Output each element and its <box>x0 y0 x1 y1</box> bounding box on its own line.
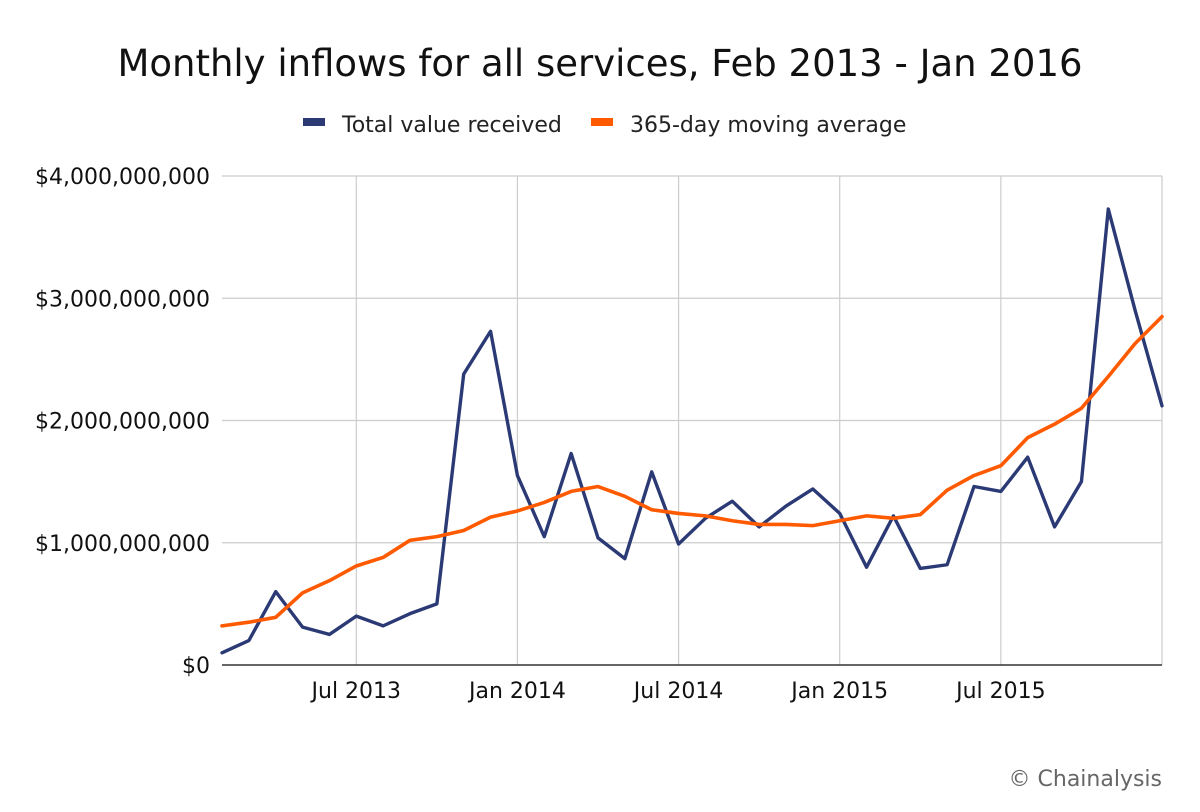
series-line-365-day-moving-average <box>220 314 1164 628</box>
y-tick-label-0: $0 <box>182 654 210 679</box>
series-points-total-value-received <box>220 207 1163 654</box>
y-axis-labels: $0 $1,000,000,000 $2,000,000,000 $3,000,000… <box>35 165 210 679</box>
legend-swatch-365-day-moving-average <box>591 118 613 126</box>
chart-title: Monthly inflows for all services, Feb 20… <box>117 42 1082 85</box>
x-tick-label-jul-2014: Jul 2014 <box>632 679 724 704</box>
legend-label-365-day-moving-average: 365-day moving average <box>630 113 906 138</box>
x-tick-label-jul-2015: Jul 2015 <box>954 679 1046 704</box>
legend-swatch-total-value-received <box>303 118 325 126</box>
legend-label-total-value-received: Total value received <box>341 113 562 138</box>
x-tick-label-jul-2013: Jul 2013 <box>310 679 402 704</box>
y-tick-label-2000000000: $2,000,000,000 <box>35 410 210 435</box>
legend: Total value received 365-day moving aver… <box>303 113 906 138</box>
grid-lines <box>222 175 1163 665</box>
x-axis-labels: Jul 2013 Jan 2014 Jul 2014 Jan 2015 Jul 2015 <box>310 679 1046 704</box>
x-tick-label-jan-2014: Jan 2014 <box>467 679 566 704</box>
series-points-365-day-moving-average <box>220 315 1163 627</box>
y-tick-label-1000000000: $1,000,000,000 <box>35 532 210 557</box>
y-tick-label-4000000000: $4,000,000,000 <box>35 165 210 190</box>
series-line-total-value-received <box>220 207 1164 655</box>
x-tick-label-jan-2015: Jan 2015 <box>789 679 888 704</box>
chainalysis-credit: © Chainalysis <box>1009 767 1162 792</box>
series-layer <box>220 207 1164 655</box>
y-tick-label-3000000000: $3,000,000,000 <box>35 287 210 312</box>
